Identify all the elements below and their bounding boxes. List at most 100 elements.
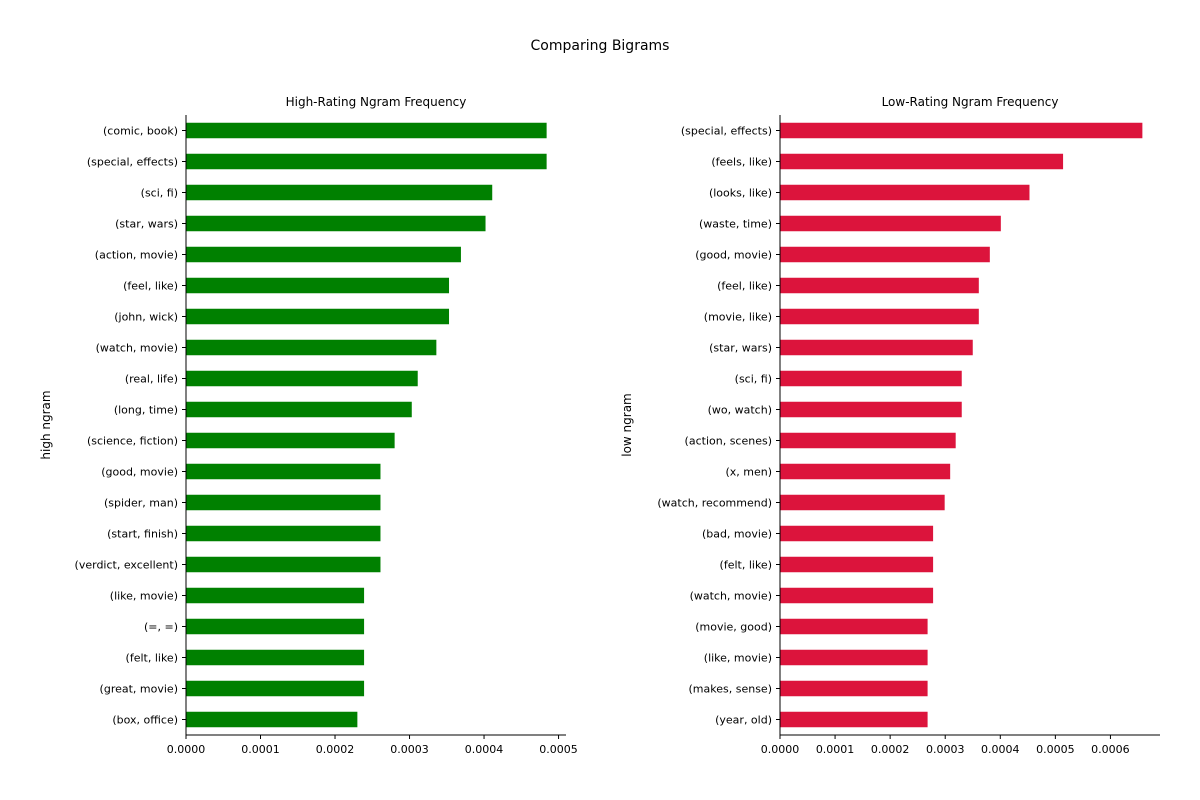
x-tick-label: 0.0004	[981, 743, 1020, 756]
y-tick-label: (special, effects)	[87, 156, 178, 169]
y-tick-label: (like, movie)	[110, 590, 178, 603]
bar	[780, 277, 979, 294]
bar	[780, 525, 934, 542]
bar	[186, 680, 365, 697]
x-tick-label: 0.0000	[167, 743, 206, 756]
y-tick-label: (movie, good)	[695, 621, 772, 634]
bar	[186, 370, 418, 387]
y-tick-label: (great, movie)	[100, 683, 178, 696]
y-tick-label: (comic, book)	[103, 125, 178, 138]
bar	[186, 711, 358, 728]
bar	[186, 153, 547, 170]
y-tick-label: (makes, sense)	[689, 683, 772, 696]
bar	[780, 153, 1064, 170]
panel-1: (comic, book) (special, effects) (sci, fi)…	[39, 95, 578, 756]
x-tick-label: 0.0006	[1091, 743, 1130, 756]
panel-title: Low-Rating Ngram Frequency	[882, 95, 1059, 109]
bar	[780, 122, 1143, 139]
y-tick-label: (feel, like)	[123, 280, 178, 293]
y-tick-label: (watch, recommend)	[657, 497, 772, 510]
x-tick-label: 0.0004	[465, 743, 504, 756]
bar	[780, 649, 928, 666]
bar	[186, 432, 395, 449]
bar	[186, 277, 450, 294]
x-tick-label: 0.0005	[539, 743, 578, 756]
y-tick-label: (good, movie)	[695, 249, 772, 262]
x-tick-label: 0.0002	[871, 743, 910, 756]
x-tick-label: 0.0000	[761, 743, 800, 756]
y-tick-label: (box, office)	[112, 714, 178, 727]
figure-title: Comparing Bigrams	[530, 38, 670, 54]
bar	[186, 618, 365, 635]
x-tick-label: 0.0005	[1036, 743, 1075, 756]
y-tick-label: (bad, movie)	[702, 528, 772, 541]
x-tick-label: 0.0001	[241, 743, 280, 756]
y-tick-label: (good, movie)	[101, 466, 178, 479]
y-tick-label: (waste, time)	[699, 218, 772, 231]
bar	[186, 556, 381, 573]
bar	[780, 587, 934, 604]
y-tick-label: (wo, watch)	[708, 404, 772, 417]
x-tick-label: 0.0002	[316, 743, 355, 756]
bar	[186, 525, 381, 542]
x-tick-label: 0.0001	[816, 743, 855, 756]
bar	[186, 494, 381, 511]
y-tick-label: (year, old)	[715, 714, 772, 727]
bar	[186, 246, 461, 263]
y-tick-label: (real, life)	[125, 373, 178, 386]
y-tick-label: (long, time)	[114, 404, 178, 417]
y-tick-label: (sci, fi)	[735, 373, 772, 386]
bar	[186, 215, 486, 232]
y-tick-label: (looks, like)	[709, 187, 772, 200]
x-tick-label: 0.0003	[390, 743, 429, 756]
y-tick-label: (action, scenes)	[685, 435, 772, 448]
y-axis-label: low ngram	[620, 393, 634, 457]
bar	[780, 711, 928, 728]
y-tick-label: (john, wick)	[114, 311, 178, 324]
bar	[780, 556, 934, 573]
y-tick-label: (movie, like)	[704, 311, 772, 324]
bar	[186, 649, 365, 666]
y-tick-label: (star, wars)	[115, 218, 178, 231]
y-tick-label: (science, fiction)	[87, 435, 178, 448]
y-tick-label: (spider, man)	[104, 497, 178, 510]
panel-2: (special, effects) (feels, like) (looks, l…	[620, 95, 1160, 756]
y-tick-label: (star, wars)	[709, 342, 772, 355]
bar	[780, 370, 962, 387]
bar	[186, 308, 450, 325]
bar	[780, 494, 945, 511]
y-tick-label: (watch, movie)	[96, 342, 178, 355]
y-tick-label: (=, =)	[144, 621, 178, 634]
bar	[186, 184, 493, 201]
panel-title: High-Rating Ngram Frequency	[286, 95, 467, 109]
bar	[186, 463, 381, 480]
bar	[780, 215, 1001, 232]
y-tick-label: (felt, like)	[720, 559, 772, 572]
bar	[186, 401, 412, 418]
y-tick-label: (special, effects)	[681, 125, 772, 138]
y-tick-label: (feel, like)	[717, 280, 772, 293]
bar	[186, 587, 365, 604]
y-tick-label: (action, movie)	[95, 249, 178, 262]
bar	[780, 680, 928, 697]
y-tick-label: (verdict, excellent)	[75, 559, 178, 572]
bar	[780, 339, 973, 356]
bar	[186, 339, 437, 356]
bar	[780, 432, 956, 449]
bar	[780, 246, 990, 263]
bar	[780, 308, 979, 325]
y-tick-label: (feels, like)	[711, 156, 772, 169]
y-tick-label: (x, men)	[725, 466, 772, 479]
bar	[780, 184, 1030, 201]
y-tick-label: (sci, fi)	[141, 187, 178, 200]
y-tick-label: (like, movie)	[704, 652, 772, 665]
bar	[780, 463, 951, 480]
bar	[186, 122, 547, 139]
y-tick-label: (start, finish)	[107, 528, 178, 541]
bar	[780, 618, 928, 635]
bar	[780, 401, 962, 418]
y-axis-label: high ngram	[39, 390, 53, 459]
y-tick-label: (felt, like)	[126, 652, 178, 665]
